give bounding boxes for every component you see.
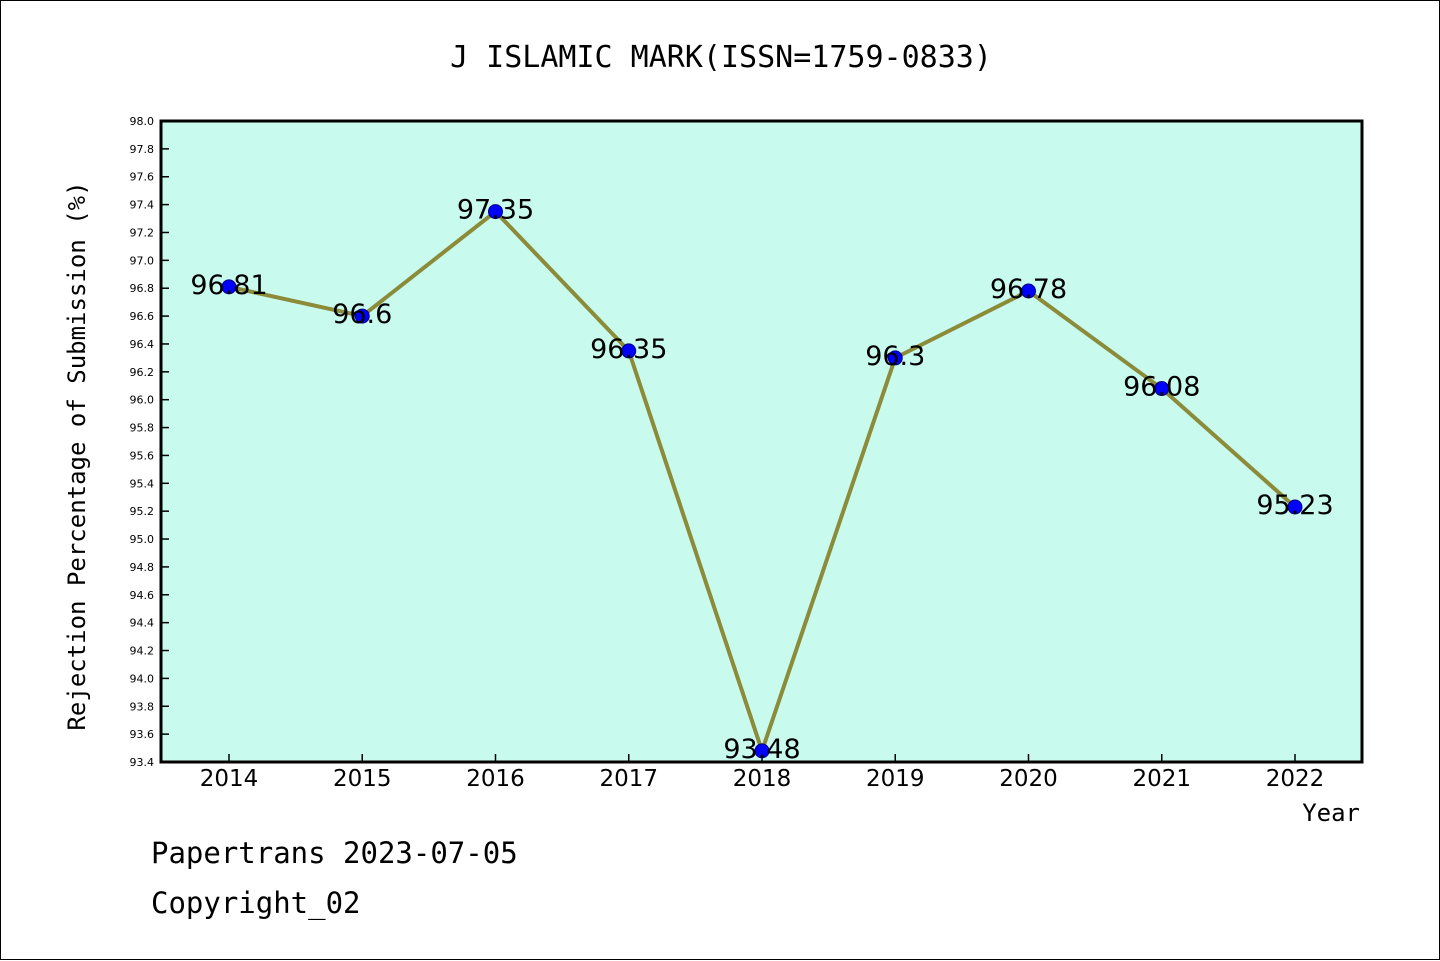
- data-labels: 96.81 96.6 97.35 96.35 93.48 96.3 96.78 96.08 95…: [190, 195, 1333, 765]
- y-axis-label: Rejection Percentage of Submission (%): [63, 181, 91, 730]
- x-tick-label: 2018: [733, 766, 792, 792]
- y-tick-label: 97.6: [130, 171, 155, 184]
- x-tick-label: 2022: [1266, 766, 1325, 792]
- x-tick-label: 2017: [599, 766, 658, 792]
- y-tick-label: 95.8: [130, 422, 155, 435]
- data-label: 96.78: [990, 274, 1067, 305]
- data-label: 97.35: [457, 195, 534, 226]
- x-axis-label: Year: [1302, 799, 1360, 827]
- data-point: [488, 204, 503, 220]
- y-tick-label: 94.4: [130, 617, 155, 630]
- data-point: [887, 350, 903, 366]
- y-tick-label: 97.0: [130, 254, 155, 267]
- plot-area: [159, 119, 1364, 764]
- y-tick-label: 94.6: [130, 589, 155, 602]
- data-point: [354, 308, 370, 324]
- data-point: [1287, 499, 1303, 515]
- data-label: 96.6: [332, 299, 392, 330]
- y-tick-label: 95.6: [130, 449, 155, 462]
- y-tick-label: 94.0: [130, 672, 155, 685]
- data-markers: [221, 204, 1303, 759]
- data-label: 96.08: [1123, 372, 1200, 403]
- y-axis-ticks: 93.4 93.6 93.8 94.0 94.2 94.4 94.6 94.8 95.0 95.2…: [130, 115, 169, 769]
- y-tick-label: 96.6: [130, 310, 155, 323]
- y-tick-label: 96.0: [130, 394, 155, 407]
- y-tick-label: 93.8: [130, 700, 155, 713]
- x-tick-label: 2015: [333, 766, 392, 792]
- x-axis-ticks: 2014 2015 2016 2017 2018 2019 2020 2021 2022: [200, 754, 1325, 792]
- data-point: [221, 279, 237, 295]
- footer-copyright: Copyright_02: [151, 886, 361, 920]
- x-tick-label: 2019: [866, 766, 925, 792]
- data-point: [1154, 381, 1170, 397]
- y-tick-label: 95.4: [130, 477, 155, 490]
- y-tick-label: 97.4: [130, 199, 155, 212]
- x-tick-label: 2021: [1132, 766, 1191, 792]
- x-tick-label: 2016: [466, 766, 525, 792]
- y-tick-label: 97.8: [130, 143, 155, 156]
- footer-date-line: Papertrans 2023-07-05: [151, 836, 518, 870]
- data-label: 96.81: [190, 270, 267, 301]
- y-tick-label: 98.0: [130, 115, 155, 128]
- y-tick-label: 94.2: [130, 645, 155, 658]
- data-point: [621, 343, 637, 359]
- chart-title: J ISLAMIC MARK(ISSN=1759-0833): [450, 40, 992, 75]
- y-tick-label: 96.4: [130, 338, 155, 351]
- y-tick-label: 95.0: [130, 533, 155, 546]
- y-tick-label: 96.8: [130, 282, 155, 295]
- data-point: [1021, 283, 1036, 299]
- x-tick-label: 2014: [200, 766, 259, 792]
- x-tick-label: 2020: [999, 766, 1058, 792]
- data-label: 95.23: [1256, 490, 1333, 521]
- y-tick-label: 94.8: [130, 561, 155, 574]
- y-tick-label: 93.4: [130, 756, 155, 769]
- data-label: 96.35: [590, 334, 667, 365]
- y-tick-label: 93.6: [130, 728, 155, 741]
- data-label: 96.3: [865, 341, 925, 372]
- y-tick-label: 95.2: [130, 505, 155, 518]
- y-tick-label: 96.2: [130, 366, 155, 379]
- data-label: 93.48: [723, 734, 800, 765]
- y-tick-label: 97.2: [130, 226, 155, 239]
- data-point: [754, 743, 770, 759]
